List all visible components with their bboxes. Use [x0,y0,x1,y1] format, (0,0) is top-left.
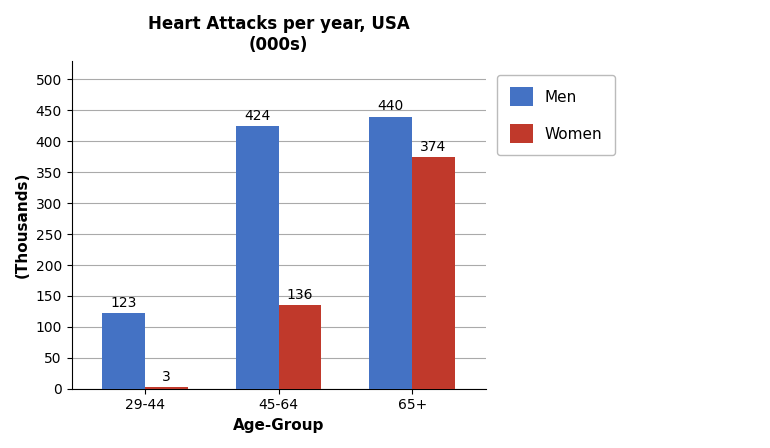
Text: 136: 136 [286,288,313,302]
Bar [370,116,412,389]
Text: 440: 440 [377,99,404,113]
Text: 424: 424 [244,109,270,123]
Bar [412,157,455,389]
Title: Heart Attacks per year, USA
(000s): Heart Attacks per year, USA (000s) [148,15,410,54]
Bar [236,126,279,389]
Text: 123: 123 [111,296,137,310]
Bar [102,313,145,389]
Text: 3: 3 [162,370,171,384]
Y-axis label: (Thousands): (Thousands) [15,172,30,278]
Bar [145,387,188,389]
Legend: Men, Women: Men, Women [497,75,614,155]
Text: 374: 374 [420,140,447,154]
X-axis label: Age-Group: Age-Group [233,418,324,433]
Bar [279,305,321,389]
